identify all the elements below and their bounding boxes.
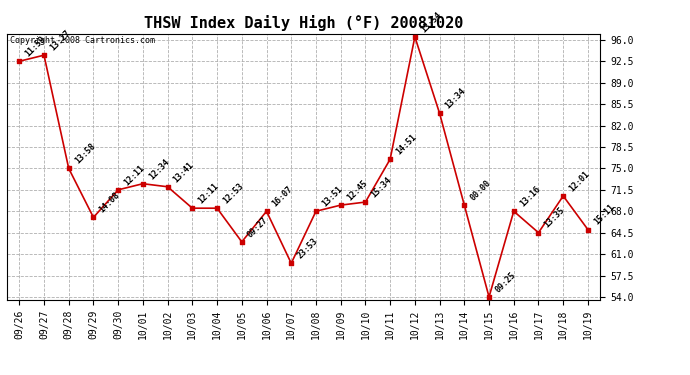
Text: 09:27: 09:27	[246, 215, 270, 239]
Text: 14:08: 14:08	[97, 190, 121, 214]
Point	[88, 214, 99, 220]
Point	[212, 205, 223, 211]
Text: 15:34: 15:34	[370, 175, 393, 199]
Point	[63, 165, 75, 171]
Text: Copyright 2008 Cartronics.com: Copyright 2008 Cartronics.com	[10, 36, 155, 45]
Text: 16:07: 16:07	[270, 184, 295, 209]
Point	[335, 202, 346, 208]
Point	[39, 52, 50, 58]
Point	[409, 34, 420, 40]
Text: 13:51: 13:51	[320, 184, 344, 209]
Text: 23:53: 23:53	[295, 237, 319, 261]
Point	[187, 205, 198, 211]
Text: 12:11: 12:11	[122, 163, 146, 187]
Point	[112, 187, 124, 193]
Point	[286, 260, 297, 266]
Point	[434, 110, 445, 116]
Title: THSW Index Daily High (°F) 20081020: THSW Index Daily High (°F) 20081020	[144, 15, 463, 31]
Point	[459, 202, 470, 208]
Point	[533, 230, 544, 236]
Text: 13:16: 13:16	[518, 184, 542, 209]
Text: 12:11: 12:11	[197, 182, 221, 206]
Text: 13:27: 13:27	[48, 28, 72, 53]
Text: 13:35: 13:35	[542, 206, 566, 230]
Text: 13:34: 13:34	[444, 87, 468, 111]
Text: 12:01: 12:01	[567, 169, 591, 193]
Point	[558, 193, 569, 199]
Point	[360, 199, 371, 205]
Text: 09:25: 09:25	[493, 270, 518, 294]
Point	[310, 208, 322, 214]
Text: 12:53: 12:53	[221, 182, 245, 206]
Text: 14:51: 14:51	[394, 132, 418, 156]
Point	[14, 58, 25, 64]
Point	[384, 156, 395, 162]
Point	[137, 181, 148, 187]
Point	[261, 208, 272, 214]
Text: 13:41: 13:41	[172, 160, 196, 184]
Point	[484, 294, 495, 300]
Text: 13:54: 13:54	[419, 10, 443, 34]
Text: 12:45: 12:45	[345, 178, 369, 203]
Text: 11:59: 11:59	[23, 34, 48, 58]
Point	[236, 239, 247, 245]
Point	[509, 208, 520, 214]
Point	[162, 184, 173, 190]
Text: 00:00: 00:00	[469, 178, 493, 203]
Point	[582, 226, 593, 232]
Text: 15:11: 15:11	[592, 203, 616, 227]
Text: 13:58: 13:58	[73, 142, 97, 166]
Text: 12:34: 12:34	[147, 157, 171, 181]
